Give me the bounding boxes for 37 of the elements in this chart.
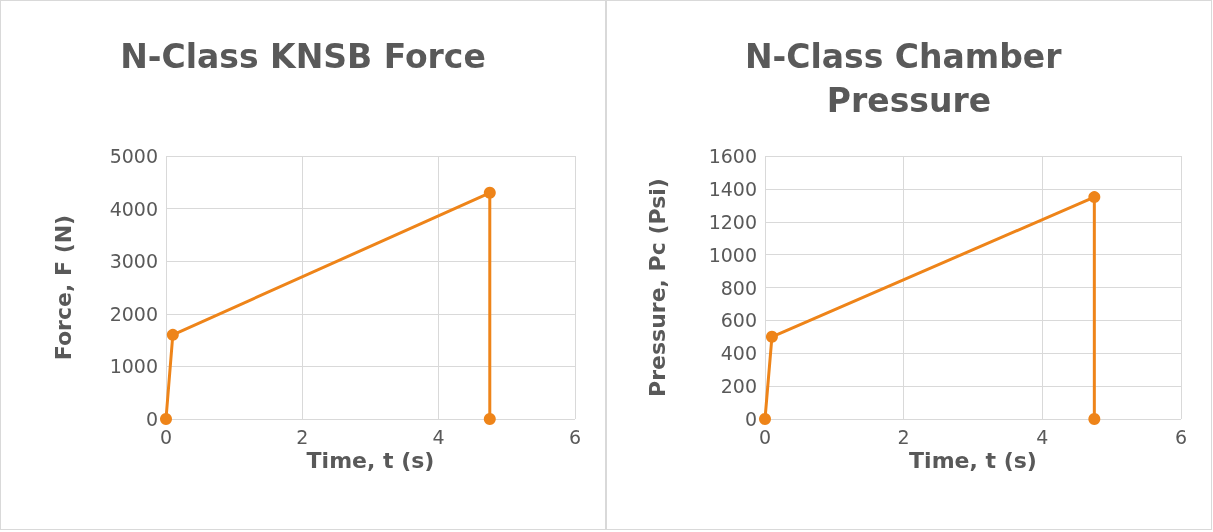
y-tick-label: 800 [720, 276, 757, 299]
x-tick-label: 0 [159, 425, 173, 448]
y-tick-label: 5000 [109, 145, 158, 167]
y-axis-title: Pressure, Pc (Psi) [644, 178, 670, 397]
x-tick-label: 6 [568, 425, 582, 448]
y-tick-label: 1200 [708, 210, 757, 233]
y-tick-label: 200 [720, 375, 757, 398]
y-tick-label: 3000 [109, 250, 158, 273]
x-tick-label: 2 [897, 425, 910, 448]
x-tick-label: 0 [758, 425, 772, 448]
y-axis-title: Force, F (N) [50, 214, 76, 361]
y-tick-label: 1000 [109, 355, 158, 378]
y-tick-label: 0 [744, 408, 757, 430]
x-tick-label: 4 [1036, 425, 1049, 448]
x-tick-label: 4 [432, 425, 445, 448]
point [765, 330, 778, 343]
point [483, 413, 496, 425]
x-tick-label: 2 [296, 425, 309, 448]
chart-title: N-Class Chamber Pressure [744, 36, 1074, 120]
x-axis-title: Time, t (s) [306, 447, 435, 473]
y-tick-label: 1400 [708, 177, 757, 200]
point [1088, 413, 1101, 425]
point [166, 328, 179, 341]
y-tick-label: 400 [720, 342, 757, 365]
x-tick-label: 6 [1174, 425, 1188, 448]
y-tick-label: 600 [720, 309, 757, 332]
y-tick-label: 1600 [708, 145, 757, 167]
point [160, 413, 172, 425]
y-tick-label: 1000 [708, 243, 757, 266]
point [483, 186, 496, 199]
point [1088, 191, 1101, 204]
y-tick-label: 4000 [109, 197, 158, 220]
chart-title: N-Class KNSB Force [120, 36, 486, 76]
point [759, 413, 771, 425]
x-axis-title: Time, t (s) [909, 447, 1037, 473]
y-tick-label: 0 [145, 408, 158, 430]
y-tick-label: 2000 [109, 302, 158, 325]
